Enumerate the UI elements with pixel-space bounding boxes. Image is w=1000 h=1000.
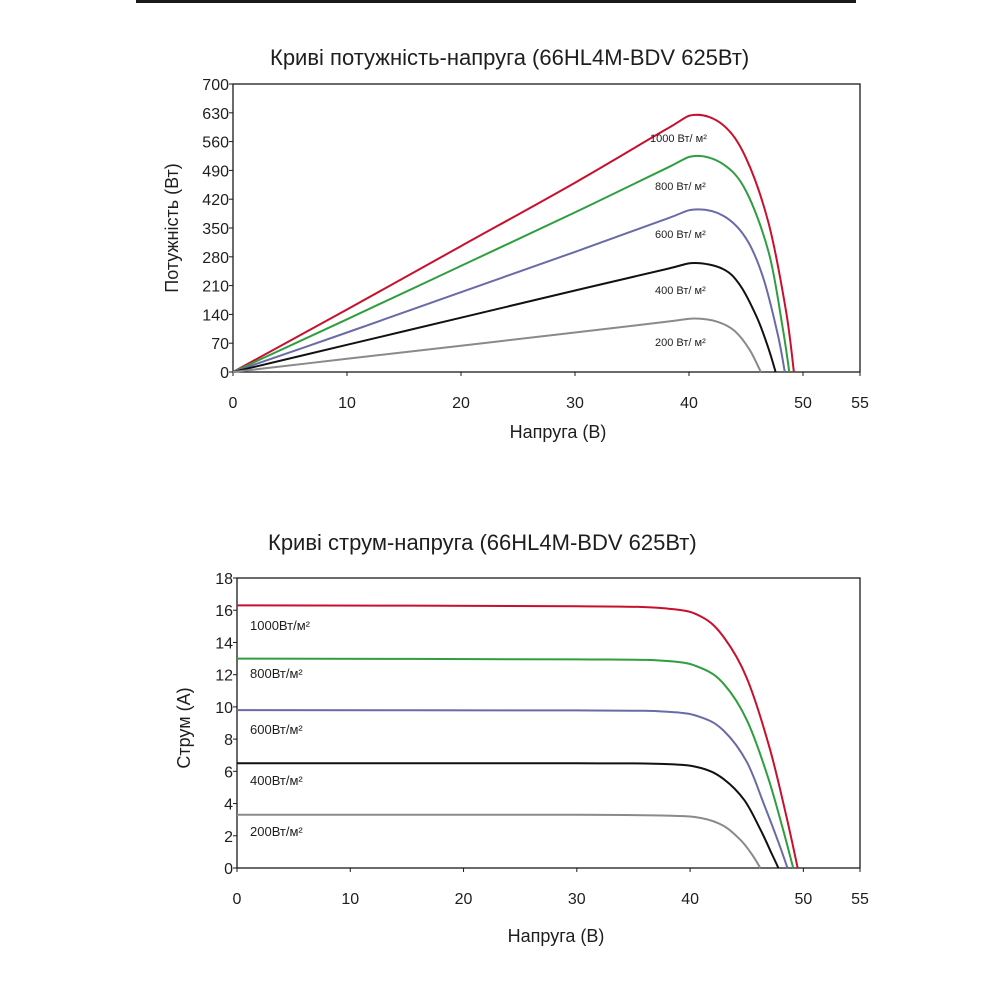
y-tick-label: 8	[224, 732, 233, 749]
series-line-2	[236, 709, 789, 869]
y-tick-label: 6	[224, 764, 233, 781]
y-tick-label: 0	[224, 861, 233, 878]
x-tick-label: 0	[229, 395, 238, 412]
y-tick-label: 560	[202, 135, 229, 152]
series-line-1	[236, 657, 795, 869]
series-line-0	[232, 113, 795, 373]
series-label-2: 600Вт/м²	[250, 722, 303, 737]
top-rule	[136, 0, 856, 3]
series-label-2: 600 Вт/ м²	[655, 229, 706, 241]
power-voltage-chart: 0 70 140 210 280 350 420 490 560 630 700 0 10 20 30 40 5…	[162, 77, 869, 442]
plot-frame	[236, 577, 861, 869]
x-tick-label: 50	[794, 891, 812, 908]
y-tick-label: 2	[224, 829, 233, 846]
y-tick-label: 4	[224, 797, 233, 814]
x-tick-label: 0	[233, 891, 242, 908]
series-line-2	[232, 208, 786, 373]
x-tick-label: 50	[794, 395, 812, 412]
series-label-0: 1000Вт/м²	[250, 618, 311, 633]
series-line-3	[236, 762, 780, 869]
series-label-0: 1000 Вт/ м²	[650, 133, 707, 145]
y-tick-label: 14	[215, 635, 233, 652]
y-tick-label: 16	[215, 603, 233, 620]
series-label-3: 400Вт/м²	[250, 773, 303, 788]
series-label-1: 800 Вт/ м²	[655, 181, 706, 193]
series-label-4: 200 Вт/ м²	[655, 337, 706, 349]
y-tick-label: 70	[211, 336, 229, 353]
x-tick-label: 20	[455, 891, 473, 908]
y-tick-label: 420	[202, 192, 229, 209]
x-tick-label: 20	[452, 395, 470, 412]
chart-title-current: Криві струм-напруга (66HL4M-BDV 625Вт)	[268, 530, 697, 555]
x-tick-label: 55	[851, 395, 869, 412]
x-tick-label: 30	[568, 891, 586, 908]
series-line-4	[236, 813, 762, 869]
x-tick-label: 30	[566, 395, 584, 412]
y-tick-label: 630	[202, 106, 229, 123]
y-axis-label: Потужність (Вт)	[162, 163, 182, 292]
y-tick-label: 18	[215, 571, 233, 588]
series-label-3: 400 Вт/ м²	[655, 285, 706, 297]
x-axis-label: Напруга (В)	[510, 422, 607, 442]
y-tick-label: 10	[215, 700, 233, 717]
x-axis-label: Напруга (В)	[508, 926, 605, 946]
x-tick-label: 40	[681, 891, 699, 908]
y-tick-label: 210	[202, 279, 229, 296]
y-tick-label: 700	[202, 77, 229, 94]
y-tick-label: 12	[215, 668, 233, 685]
y-tick-label: 0	[220, 365, 229, 382]
series-line-3	[232, 262, 777, 373]
series-line-0	[236, 604, 799, 869]
series-label-4: 200Вт/м²	[250, 824, 303, 839]
y-tick-label: 280	[202, 250, 229, 267]
series-label-1: 800Вт/м²	[250, 666, 303, 681]
x-tick-label: 10	[338, 395, 356, 412]
x-tick-label: 40	[680, 395, 698, 412]
x-tick-label: 10	[341, 891, 359, 908]
y-axis-label: Струм (А)	[174, 687, 194, 768]
x-tick-label: 55	[851, 891, 869, 908]
series-line-4	[232, 317, 762, 373]
y-tick-label: 140	[202, 307, 229, 324]
chart-title-power: Криві потужність-напруга (66HL4M-BDV 625…	[270, 45, 750, 70]
y-tick-label: 490	[202, 163, 229, 180]
series-line-1	[232, 154, 791, 373]
y-tick-label: 350	[202, 221, 229, 238]
